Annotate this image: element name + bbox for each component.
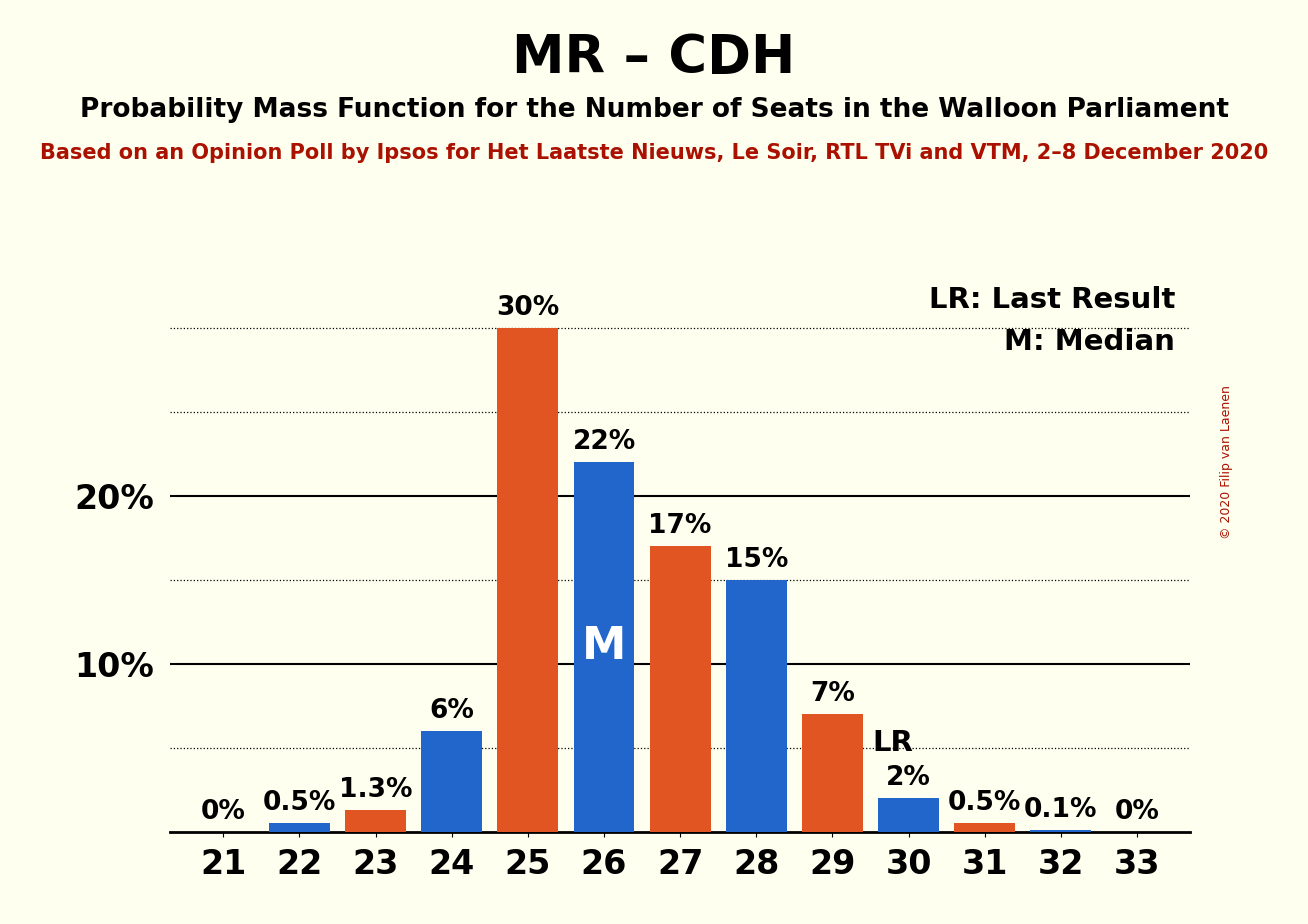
Text: LR: LR: [872, 729, 913, 758]
Text: 7%: 7%: [810, 681, 855, 707]
Text: 1.3%: 1.3%: [339, 777, 412, 803]
Text: 17%: 17%: [649, 513, 712, 540]
Text: MR – CDH: MR – CDH: [513, 32, 795, 84]
Bar: [1031, 830, 1091, 832]
Text: 0.1%: 0.1%: [1024, 797, 1097, 823]
Text: 0%: 0%: [201, 799, 246, 825]
Bar: [574, 462, 634, 832]
Text: Probability Mass Function for the Number of Seats in the Walloon Parliament: Probability Mass Function for the Number…: [80, 97, 1228, 123]
Text: 2%: 2%: [886, 765, 931, 791]
Bar: [650, 546, 710, 832]
Bar: [878, 798, 939, 832]
Bar: [345, 809, 405, 832]
Text: Based on an Opinion Poll by Ipsos for Het Laatste Nieuws, Le Soir, RTL TVi and V: Based on an Opinion Poll by Ipsos for He…: [39, 143, 1269, 164]
Text: © 2020 Filip van Laenen: © 2020 Filip van Laenen: [1220, 385, 1233, 539]
Text: 15%: 15%: [725, 547, 787, 573]
Bar: [802, 714, 863, 832]
Text: 22%: 22%: [573, 430, 636, 456]
Bar: [955, 823, 1015, 832]
Text: M: Median: M: Median: [1005, 328, 1175, 356]
Text: 0.5%: 0.5%: [263, 790, 336, 817]
Text: 30%: 30%: [496, 295, 560, 321]
Text: 6%: 6%: [429, 698, 475, 724]
Bar: [421, 731, 483, 832]
Text: 0%: 0%: [1114, 799, 1159, 825]
Bar: [726, 579, 786, 832]
Bar: [497, 328, 559, 832]
Text: M: M: [582, 626, 627, 668]
Text: 0.5%: 0.5%: [948, 790, 1022, 817]
Bar: [269, 823, 330, 832]
Text: LR: Last Result: LR: Last Result: [929, 286, 1175, 313]
